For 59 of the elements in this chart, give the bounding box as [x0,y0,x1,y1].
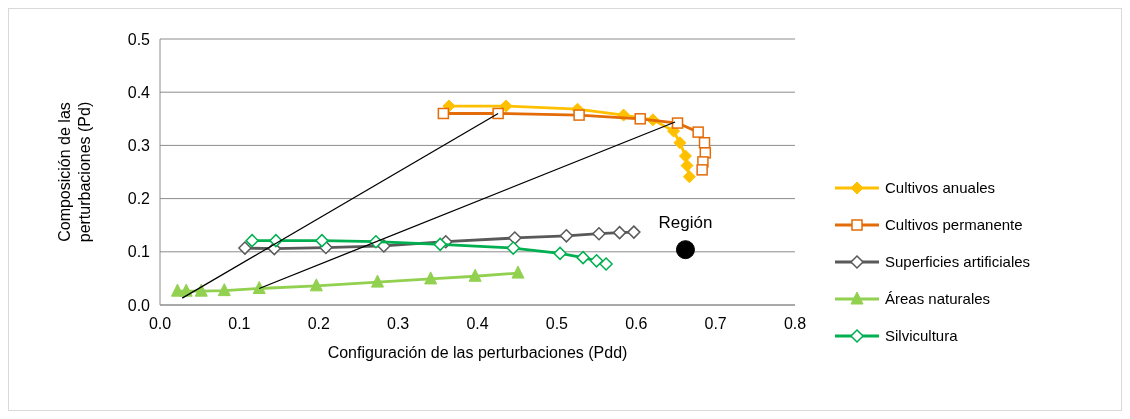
point [599,257,613,271]
point [170,283,184,297]
point [424,271,438,285]
point [592,226,606,241]
series-label: Región [658,212,713,232]
point [589,254,604,268]
x-tick-label: 0.3 [387,315,410,332]
x-tick-label: 0.7 [704,315,727,332]
point [673,136,687,150]
y-axis-title: Composición de las perturbaciones (Pd) [56,101,93,243]
point [678,149,692,163]
point [309,278,323,292]
point [675,240,695,260]
point [634,113,646,125]
point [511,265,525,279]
y-tick-label: 0.0 [127,296,151,314]
legend-label: Superficies artificiales [885,253,1031,271]
x-tick-label: 0.4 [466,315,489,332]
legend-label: Áreas naturales [885,290,991,308]
point [238,241,252,255]
point [508,231,522,245]
point [559,229,574,243]
legend-label: Cultivos permanente [885,216,1023,234]
x-tick-label: 0.8 [783,315,807,332]
x-tick-label: 0.2 [307,315,330,332]
point [682,170,696,184]
point [692,126,704,138]
point [573,109,585,121]
point [315,233,329,248]
point [506,241,520,255]
point [671,117,684,129]
point [437,107,450,120]
point [370,274,384,288]
point [627,225,641,239]
point [499,99,513,113]
x-axis-title: Configuración de las perturbaciones (Pdd) [327,344,628,361]
y-tick-label: 0.2 [127,190,151,208]
x-tick-label: 0.1 [228,315,251,332]
point [468,268,482,282]
point [245,233,259,248]
point [553,246,567,261]
y-tick-label: 0.5 [127,30,151,48]
y-tick-label: 0.1 [127,243,151,261]
point [612,225,627,240]
point [194,283,208,297]
point [252,281,266,295]
legend-label: Cultivos anuales [885,179,996,197]
point [492,107,504,120]
x-tick-label: 0.5 [545,315,569,332]
point [576,250,590,265]
point [217,283,231,297]
legend-label: Silvicultura [885,327,959,345]
y-tick-label: 0.4 [127,83,151,101]
point [433,237,447,252]
y-tick-label: 0.3 [127,137,151,154]
x-tick-label: 0.0 [148,315,172,332]
x-tick-label: 0.6 [625,315,648,332]
point [696,164,708,176]
point [680,159,694,173]
